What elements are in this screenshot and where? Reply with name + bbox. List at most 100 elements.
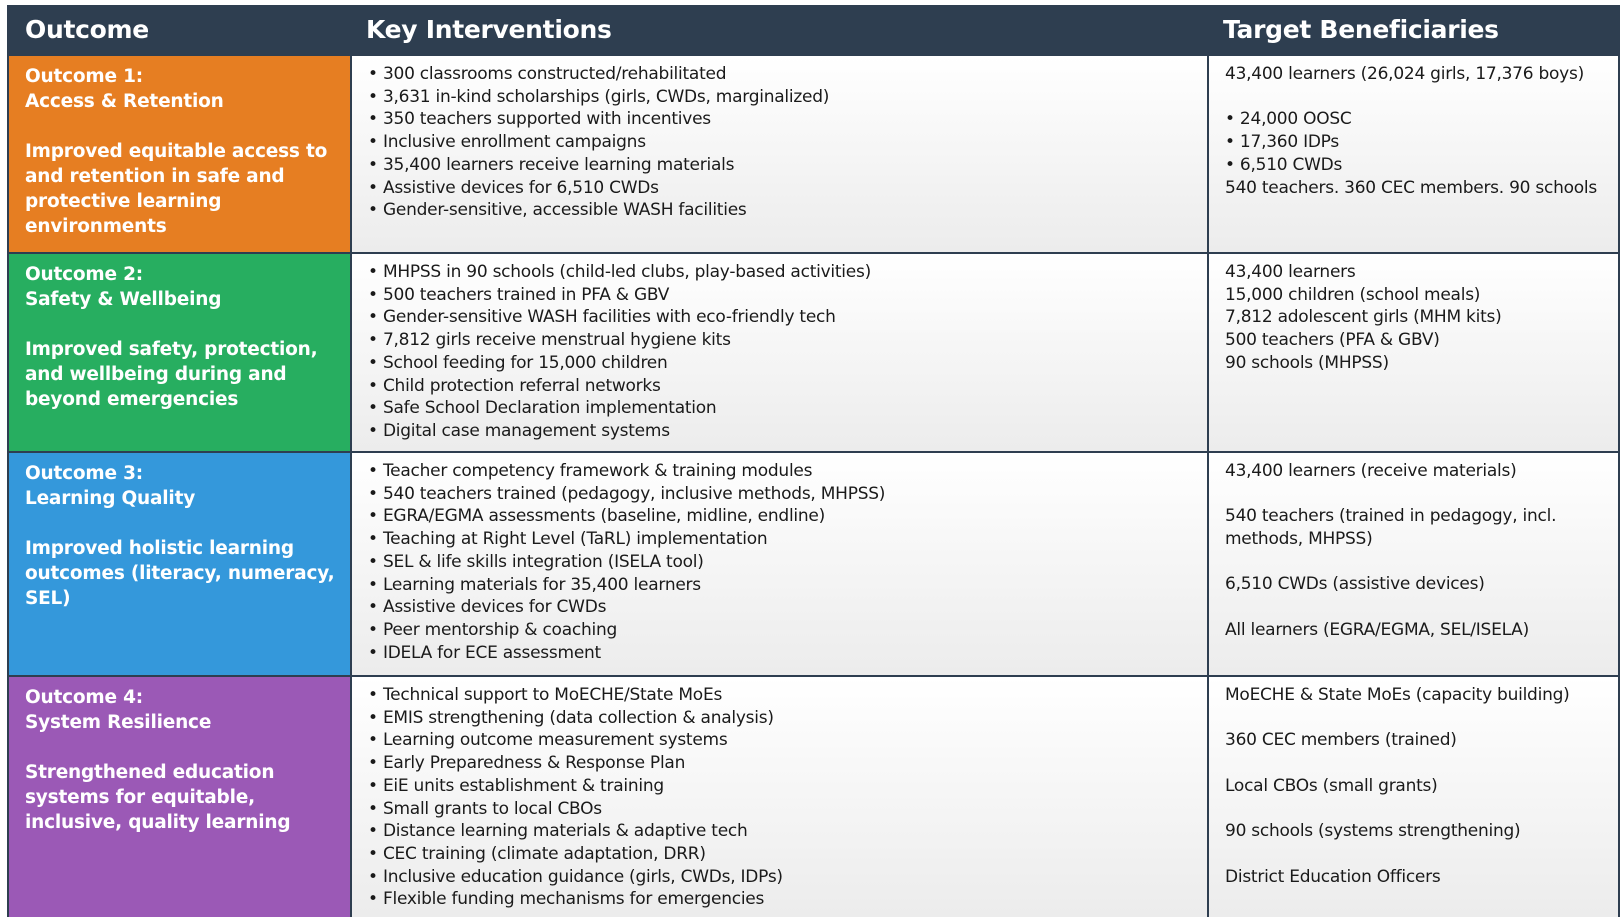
beneficiary-item	[1225, 86, 1608, 109]
intervention-item: • 35,400 learners receive learning mater…	[368, 154, 735, 175]
beneficiary-item: Local CBOs (small grants)	[1225, 775, 1438, 796]
intervention-text: Assistive devices for CWDs	[382, 597, 607, 618]
beneficiary-item	[1225, 843, 1608, 866]
beneficiary-item: 500 teachers (PFA & GBV)	[1225, 330, 1440, 351]
table-header: Outcome Key Interventions Target Benefic…	[9, 5, 1618, 54]
intervention-text: Gender-sensitive, accessible WASH facili…	[382, 200, 747, 221]
intervention-text: Inclusive education guidance (girls, CWD…	[382, 866, 783, 887]
outcome-description: Improved equitable access to and retenti…	[25, 141, 328, 237]
table-row: Outcome 4: System Resilience Strengthene…	[9, 675, 1618, 917]
intervention-text: School feeding for 15,000 children	[382, 352, 668, 373]
intervention-item: • Digital case management systems	[368, 420, 670, 441]
beneficiary-item	[1225, 596, 1608, 619]
header-key-interventions: Key Interventions	[366, 15, 612, 44]
beneficiaries-cell: MoECHE & State MoEs (capacity building) 3…	[1207, 677, 1618, 917]
beneficiary-item: • 17,360 IDPs	[1225, 132, 1339, 153]
interventions-cell: • 300 classrooms constructed/rehabilitat…	[350, 56, 1207, 252]
beneficiaries-cell: 43,400 learners (receive materials) 540 t…	[1207, 453, 1618, 675]
intervention-item: • CEC training (climate adaptation, DRR)	[368, 843, 706, 864]
intervention-item: • EGRA/EGMA assessments (baseline, midli…	[368, 506, 826, 527]
outcomes-table: Outcome Key Interventions Target Benefic…	[7, 5, 1620, 917]
beneficiary-item	[1225, 707, 1608, 730]
intervention-item: • Flexible funding mechanisms for emerge…	[368, 889, 765, 910]
outcome-name: Safety & Wellbeing	[25, 289, 222, 310]
intervention-text: 350 teachers supported with incentives	[382, 109, 711, 130]
beneficiary-item: 540 teachers. 360 CEC members. 90 school…	[1225, 177, 1597, 198]
interventions-cell: • Technical support to MoECHE/State MoEs…	[350, 677, 1207, 917]
beneficiary-item: • 24,000 OOSC	[1225, 109, 1352, 130]
beneficiary-item: All learners (EGRA/EGMA, SEL/ISELA)	[1225, 619, 1529, 640]
beneficiary-item: • 6,510 CWDs	[1225, 154, 1343, 175]
intervention-text: CEC training (climate adaptation, DRR)	[382, 843, 706, 864]
intervention-text: Gender-sensitive WASH facilities with ec…	[382, 307, 836, 328]
outcome-cell: Outcome 4: System Resilience Strengthene…	[9, 677, 350, 917]
table-row: Outcome 2: Safety & Wellbeing Improved s…	[9, 252, 1618, 451]
intervention-item: • Learning materials for 35,400 learners	[368, 574, 701, 595]
intervention-text: EGRA/EGMA assessments (baseline, midline…	[382, 506, 826, 527]
beneficiary-item: 43,400 learners (receive materials)	[1225, 461, 1517, 481]
header-target-beneficiaries: Target Beneficiaries	[1223, 15, 1499, 44]
intervention-text: Technical support to MoECHE/State MoEs	[382, 685, 723, 705]
intervention-item: • Teaching at Right Level (TaRL) impleme…	[368, 529, 768, 550]
intervention-item: • Technical support to MoECHE/State MoEs	[368, 685, 723, 705]
beneficiary-item: 7,812 adolescent girls (MHM kits)	[1225, 307, 1502, 328]
intervention-item: • EiE units establishment & training	[368, 775, 664, 796]
outcome-label: Outcome 2:	[25, 264, 143, 285]
beneficiary-item	[1225, 752, 1608, 775]
beneficiary-item: District Education Officers	[1225, 866, 1441, 887]
beneficiary-item	[1225, 797, 1608, 820]
intervention-text: Small grants to local CBOs	[382, 798, 602, 819]
intervention-text: 300 classrooms constructed/rehabilitated	[382, 64, 727, 84]
intervention-item: • Inclusive education guidance (girls, C…	[368, 866, 783, 887]
header-outcome: Outcome	[25, 15, 149, 44]
intervention-item: • Teacher competency framework & trainin…	[368, 461, 813, 481]
intervention-text: 7,812 girls receive menstrual hygiene ki…	[382, 330, 731, 351]
outcome-name: Learning Quality	[25, 488, 196, 509]
intervention-item: • Learning outcome measurement systems	[368, 730, 728, 751]
outcome-cell: Outcome 2: Safety & Wellbeing Improved s…	[9, 254, 350, 451]
intervention-item: • MHPSS in 90 schools (child-led clubs, …	[368, 262, 871, 282]
intervention-item: • Inclusive enrollment campaigns	[368, 132, 646, 153]
beneficiary-item	[1225, 483, 1608, 506]
beneficiary-item: 90 schools (systems strengthening)	[1225, 821, 1521, 842]
intervention-text: Inclusive enrollment campaigns	[382, 132, 646, 153]
intervention-text: EiE units establishment & training	[382, 775, 664, 796]
intervention-item: • Distance learning materials & adaptive…	[368, 821, 748, 842]
intervention-item: • 7,812 girls receive menstrual hygiene …	[368, 330, 731, 351]
intervention-item: • 300 classrooms constructed/rehabilitat…	[368, 64, 727, 84]
intervention-item: • Peer mentorship & coaching	[368, 619, 618, 640]
beneficiary-item: 90 schools (MHPSS)	[1225, 352, 1389, 373]
beneficiary-item	[1225, 551, 1608, 574]
intervention-item: • SEL & life skills integration (ISELA t…	[368, 551, 704, 572]
intervention-text: 3,631 in-kind scholarships (girls, CWDs,…	[382, 86, 830, 107]
outcome-label: Outcome 1:	[25, 66, 143, 87]
intervention-text: Digital case management systems	[382, 420, 670, 441]
outcome-cell: Outcome 1: Access & Retention Improved e…	[9, 56, 350, 252]
intervention-text: Peer mentorship & coaching	[382, 619, 618, 640]
intervention-text: Assistive devices for 6,510 CWDs	[382, 177, 659, 198]
beneficiary-item: 43,400 learners (26,024 girls, 17,376 bo…	[1225, 64, 1584, 84]
beneficiary-item: 15,000 children (school meals)	[1225, 284, 1481, 305]
beneficiary-item: 540 teachers (trained in pedagogy, incl.…	[1225, 506, 1557, 550]
intervention-text: Safe School Declaration implementation	[382, 398, 717, 419]
intervention-text: Teacher competency framework & training …	[382, 461, 813, 481]
intervention-text: Teaching at Right Level (TaRL) implement…	[382, 529, 768, 550]
intervention-item: • 3,631 in-kind scholarships (girls, CWD…	[368, 86, 830, 107]
intervention-text: 540 teachers trained (pedagogy, inclusiv…	[382, 483, 886, 504]
intervention-item: • EMIS strengthening (data collection & …	[368, 707, 774, 728]
intervention-item: • 350 teachers supported with incentives	[368, 109, 711, 130]
interventions-cell: • Teacher competency framework & trainin…	[350, 453, 1207, 675]
intervention-item: • Early Preparedness & Response Plan	[368, 753, 686, 774]
intervention-text: 500 teachers trained in PFA & GBV	[382, 284, 670, 305]
outcome-name: Access & Retention	[25, 91, 224, 112]
intervention-item: • IDELA for ECE assessment	[368, 642, 601, 663]
outcome-description: Improved holistic learning outcomes (lit…	[25, 538, 335, 609]
intervention-item: • Gender-sensitive WASH facilities with …	[368, 307, 836, 328]
table-row: Outcome 3: Learning Quality Improved hol…	[9, 451, 1618, 675]
intervention-item: • Child protection referral networks	[368, 375, 661, 396]
intervention-text: Distance learning materials & adaptive t…	[382, 821, 748, 842]
beneficiary-item: 43,400 learners	[1225, 262, 1356, 282]
outcome-description: Strengthened education systems for equit…	[25, 762, 291, 833]
beneficiary-item: 360 CEC members (trained)	[1225, 730, 1457, 751]
intervention-text: SEL & life skills integration (ISELA too…	[382, 551, 704, 572]
